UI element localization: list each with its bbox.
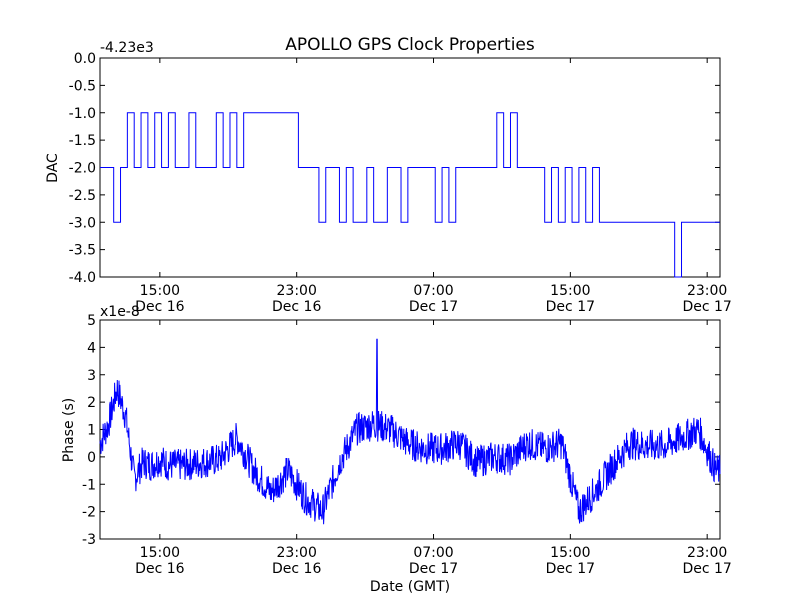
y-tick-label: 0.0	[74, 51, 96, 67]
y-tick-label: -4.0	[69, 270, 96, 286]
dac-ylabel: DAC	[45, 153, 61, 183]
x-tick-label: 07:00	[413, 545, 453, 561]
phase-xlabel: Date (GMT)	[370, 579, 450, 595]
x-tick-label: 23:00	[277, 545, 317, 561]
y-tick-label: -3.0	[69, 215, 96, 231]
dac-offset-label: -4.23e3	[100, 40, 154, 56]
dac-panel: -4.23e3 DAC 0.0 -0.5 -1.0 -1.5 -2.0 -2.5 -3.0 -…	[45, 40, 732, 315]
x-tick-label: 15:00	[140, 283, 180, 299]
x-tick-label: 23:00	[277, 283, 317, 299]
y-tick-label: 5	[87, 313, 96, 329]
x-tick-date-label: Dec 16	[272, 299, 321, 315]
y-tick-label: 3	[87, 368, 96, 384]
x-tick-date-label: Dec 17	[682, 561, 731, 577]
y-tick-label: -0.5	[69, 78, 96, 94]
x-tick-label: 15:00	[550, 283, 590, 299]
series-line	[99, 338, 721, 525]
x-tick-date-label: Dec 16	[135, 299, 184, 315]
x-tick-date-label: Dec 16	[135, 561, 184, 577]
plot-frame	[99, 319, 721, 540]
phase-panel: x1e-8 Phase (s) Date (GMT) 5 4 3 2 1 0 -1 -2 -3 1…	[61, 304, 732, 595]
y-tick-label: 0	[87, 450, 96, 466]
chart-title: APOLLO GPS Clock Properties	[285, 35, 535, 55]
x-tick-label: 07:00	[413, 283, 453, 299]
x-tick-date-label: Dec 17	[546, 561, 595, 577]
series-line	[100, 112, 720, 278]
y-tick-label: -1	[82, 477, 96, 493]
x-tick-label: 15:00	[140, 545, 180, 561]
y-tick-label: -2.5	[69, 188, 96, 204]
y-tick-label: 4	[87, 340, 96, 356]
x-tick-date-label: Dec 17	[409, 561, 458, 577]
x-tick-date-label: Dec 17	[409, 299, 458, 315]
y-tick-label: -2.0	[69, 161, 96, 177]
x-tick-date-label: Dec 17	[546, 299, 595, 315]
x-tick-date-label: Dec 16	[272, 561, 321, 577]
y-tick-label: -1.0	[69, 106, 96, 122]
y-tick-label: -2	[82, 505, 96, 521]
phase-ylabel: Phase (s)	[61, 398, 77, 462]
x-tick-label: 23:00	[687, 283, 727, 299]
phase-offset-label: x1e-8	[100, 304, 140, 320]
x-tick-label: 23:00	[687, 545, 727, 561]
y-tick-label: -3.5	[69, 243, 96, 259]
y-tick-label: -3	[82, 532, 96, 548]
y-tick-label: 2	[87, 395, 96, 411]
x-tick-date-label: Dec 17	[682, 299, 731, 315]
x-tick-label: 15:00	[550, 545, 590, 561]
y-tick-label: 1	[87, 423, 96, 439]
y-tick-label: -1.5	[69, 133, 96, 149]
